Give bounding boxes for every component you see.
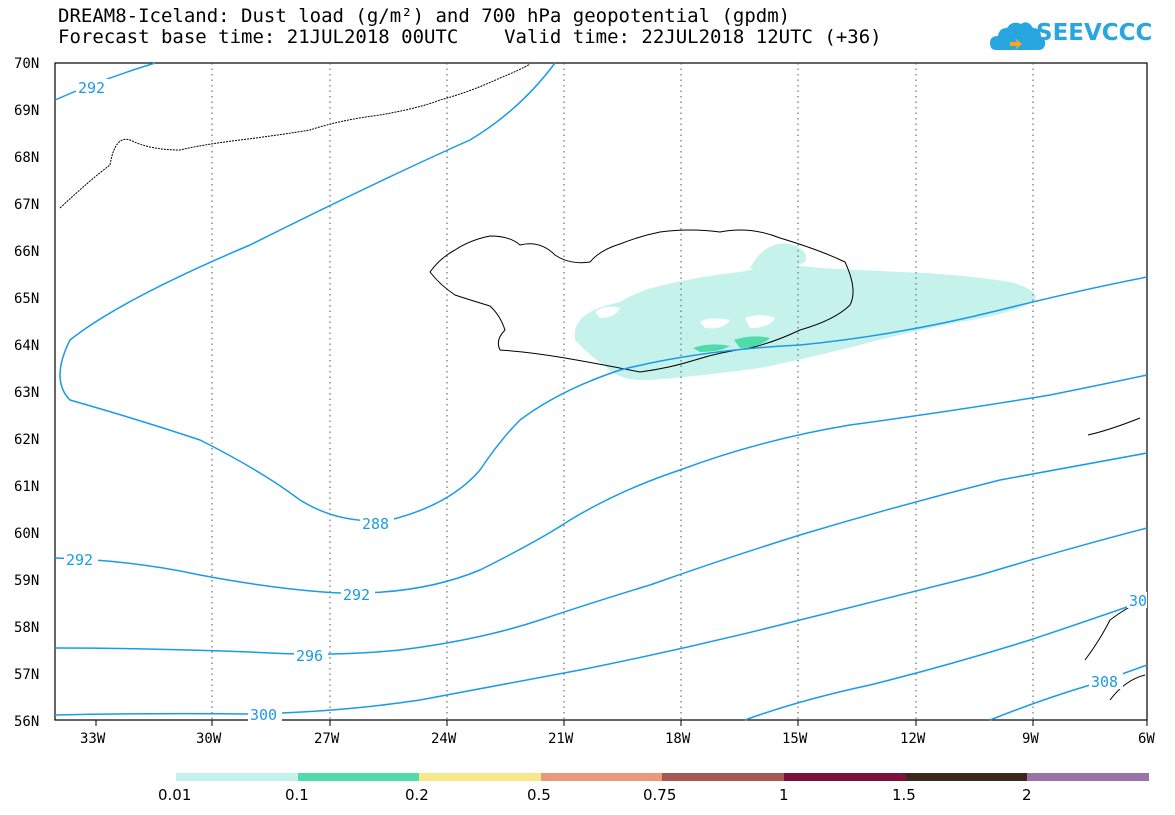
lat-label: 64N bbox=[14, 338, 39, 354]
contour-label: 30 bbox=[1129, 592, 1147, 610]
lon-gridlines bbox=[211, 63, 1034, 720]
colorbar-label: 0.75 bbox=[643, 786, 677, 804]
lon-label: 27W bbox=[314, 731, 340, 747]
contour-labels: 292 288 292 292 296 300 308 30 bbox=[64, 79, 1147, 724]
lon-label: 9W bbox=[1022, 731, 1039, 747]
contour-label: 292 bbox=[66, 551, 93, 569]
lon-label: 18W bbox=[665, 731, 691, 747]
lon-label: 12W bbox=[900, 731, 926, 747]
lon-label: 6W bbox=[1138, 731, 1155, 747]
colorbar bbox=[176, 773, 1149, 781]
colorbar-swatch bbox=[419, 773, 541, 781]
colorbar-label: 0.1 bbox=[285, 786, 309, 804]
chart-subtitle: Forecast base time: 21JUL2018 00UTC Vali… bbox=[58, 26, 882, 48]
lat-label: 58N bbox=[14, 620, 39, 636]
geopotential-contours bbox=[54, 62, 1148, 721]
colorbar-swatch bbox=[905, 773, 1028, 781]
lat-label: 62N bbox=[14, 432, 39, 448]
colorbar-label: 0.01 bbox=[158, 786, 192, 804]
map-frame bbox=[54, 62, 1148, 721]
colorbar-label: 0.5 bbox=[527, 786, 551, 804]
lat-label: 60N bbox=[14, 526, 39, 542]
logo-text: SEEVCCC bbox=[1036, 20, 1153, 46]
colorbar-swatch bbox=[176, 773, 298, 781]
longitude-labels: 33W 30W 27W 24W 21W 18W 15W 12W 9W 6W bbox=[80, 731, 1155, 747]
chart-title: DREAM8-Iceland: Dust load (g/m²) and 700… bbox=[58, 5, 791, 27]
contour-label: 300 bbox=[250, 706, 277, 724]
lon-label: 21W bbox=[548, 731, 574, 747]
lat-label: 63N bbox=[14, 385, 39, 401]
contour-label: 292 bbox=[343, 586, 370, 604]
colorbar-swatch bbox=[297, 773, 420, 781]
contour-label: 288 bbox=[362, 515, 389, 533]
lat-label: 57N bbox=[14, 667, 39, 683]
latitude-labels: 70N 69N 68N 67N 66N 65N 64N 63N 62N 61N … bbox=[14, 56, 39, 730]
lon-label: 24W bbox=[431, 731, 457, 747]
coastlines bbox=[59, 63, 1146, 701]
lat-label: 59N bbox=[14, 573, 39, 589]
colorbar-label: 2 bbox=[1022, 786, 1032, 804]
dust-load-area bbox=[575, 243, 1036, 381]
lat-label: 56N bbox=[14, 714, 39, 730]
colorbar-swatch bbox=[783, 773, 906, 781]
colorbar-label: 1 bbox=[779, 786, 789, 804]
colorbar-swatch bbox=[540, 773, 663, 781]
lon-label: 15W bbox=[782, 731, 808, 747]
lon-label: 30W bbox=[196, 731, 222, 747]
cloud-icon bbox=[990, 22, 1046, 50]
colorbar-label: 0.2 bbox=[405, 786, 429, 804]
contour-label: 308 bbox=[1091, 673, 1118, 691]
lat-label: 65N bbox=[14, 291, 39, 307]
lat-label: 68N bbox=[14, 150, 39, 166]
contour-label: 296 bbox=[296, 647, 323, 665]
colorbar-swatch bbox=[1027, 773, 1149, 781]
lat-label: 67N bbox=[14, 197, 39, 213]
axis-ticks bbox=[95, 720, 1148, 726]
lat-label: 61N bbox=[14, 479, 39, 495]
lat-label: 66N bbox=[14, 244, 39, 260]
colorbar-swatch bbox=[662, 773, 784, 781]
contour-label: 292 bbox=[78, 79, 105, 97]
lat-label: 69N bbox=[14, 103, 39, 119]
lon-label: 33W bbox=[80, 731, 106, 747]
lat-label: 70N bbox=[14, 56, 39, 72]
colorbar-label: 1.5 bbox=[892, 786, 916, 804]
